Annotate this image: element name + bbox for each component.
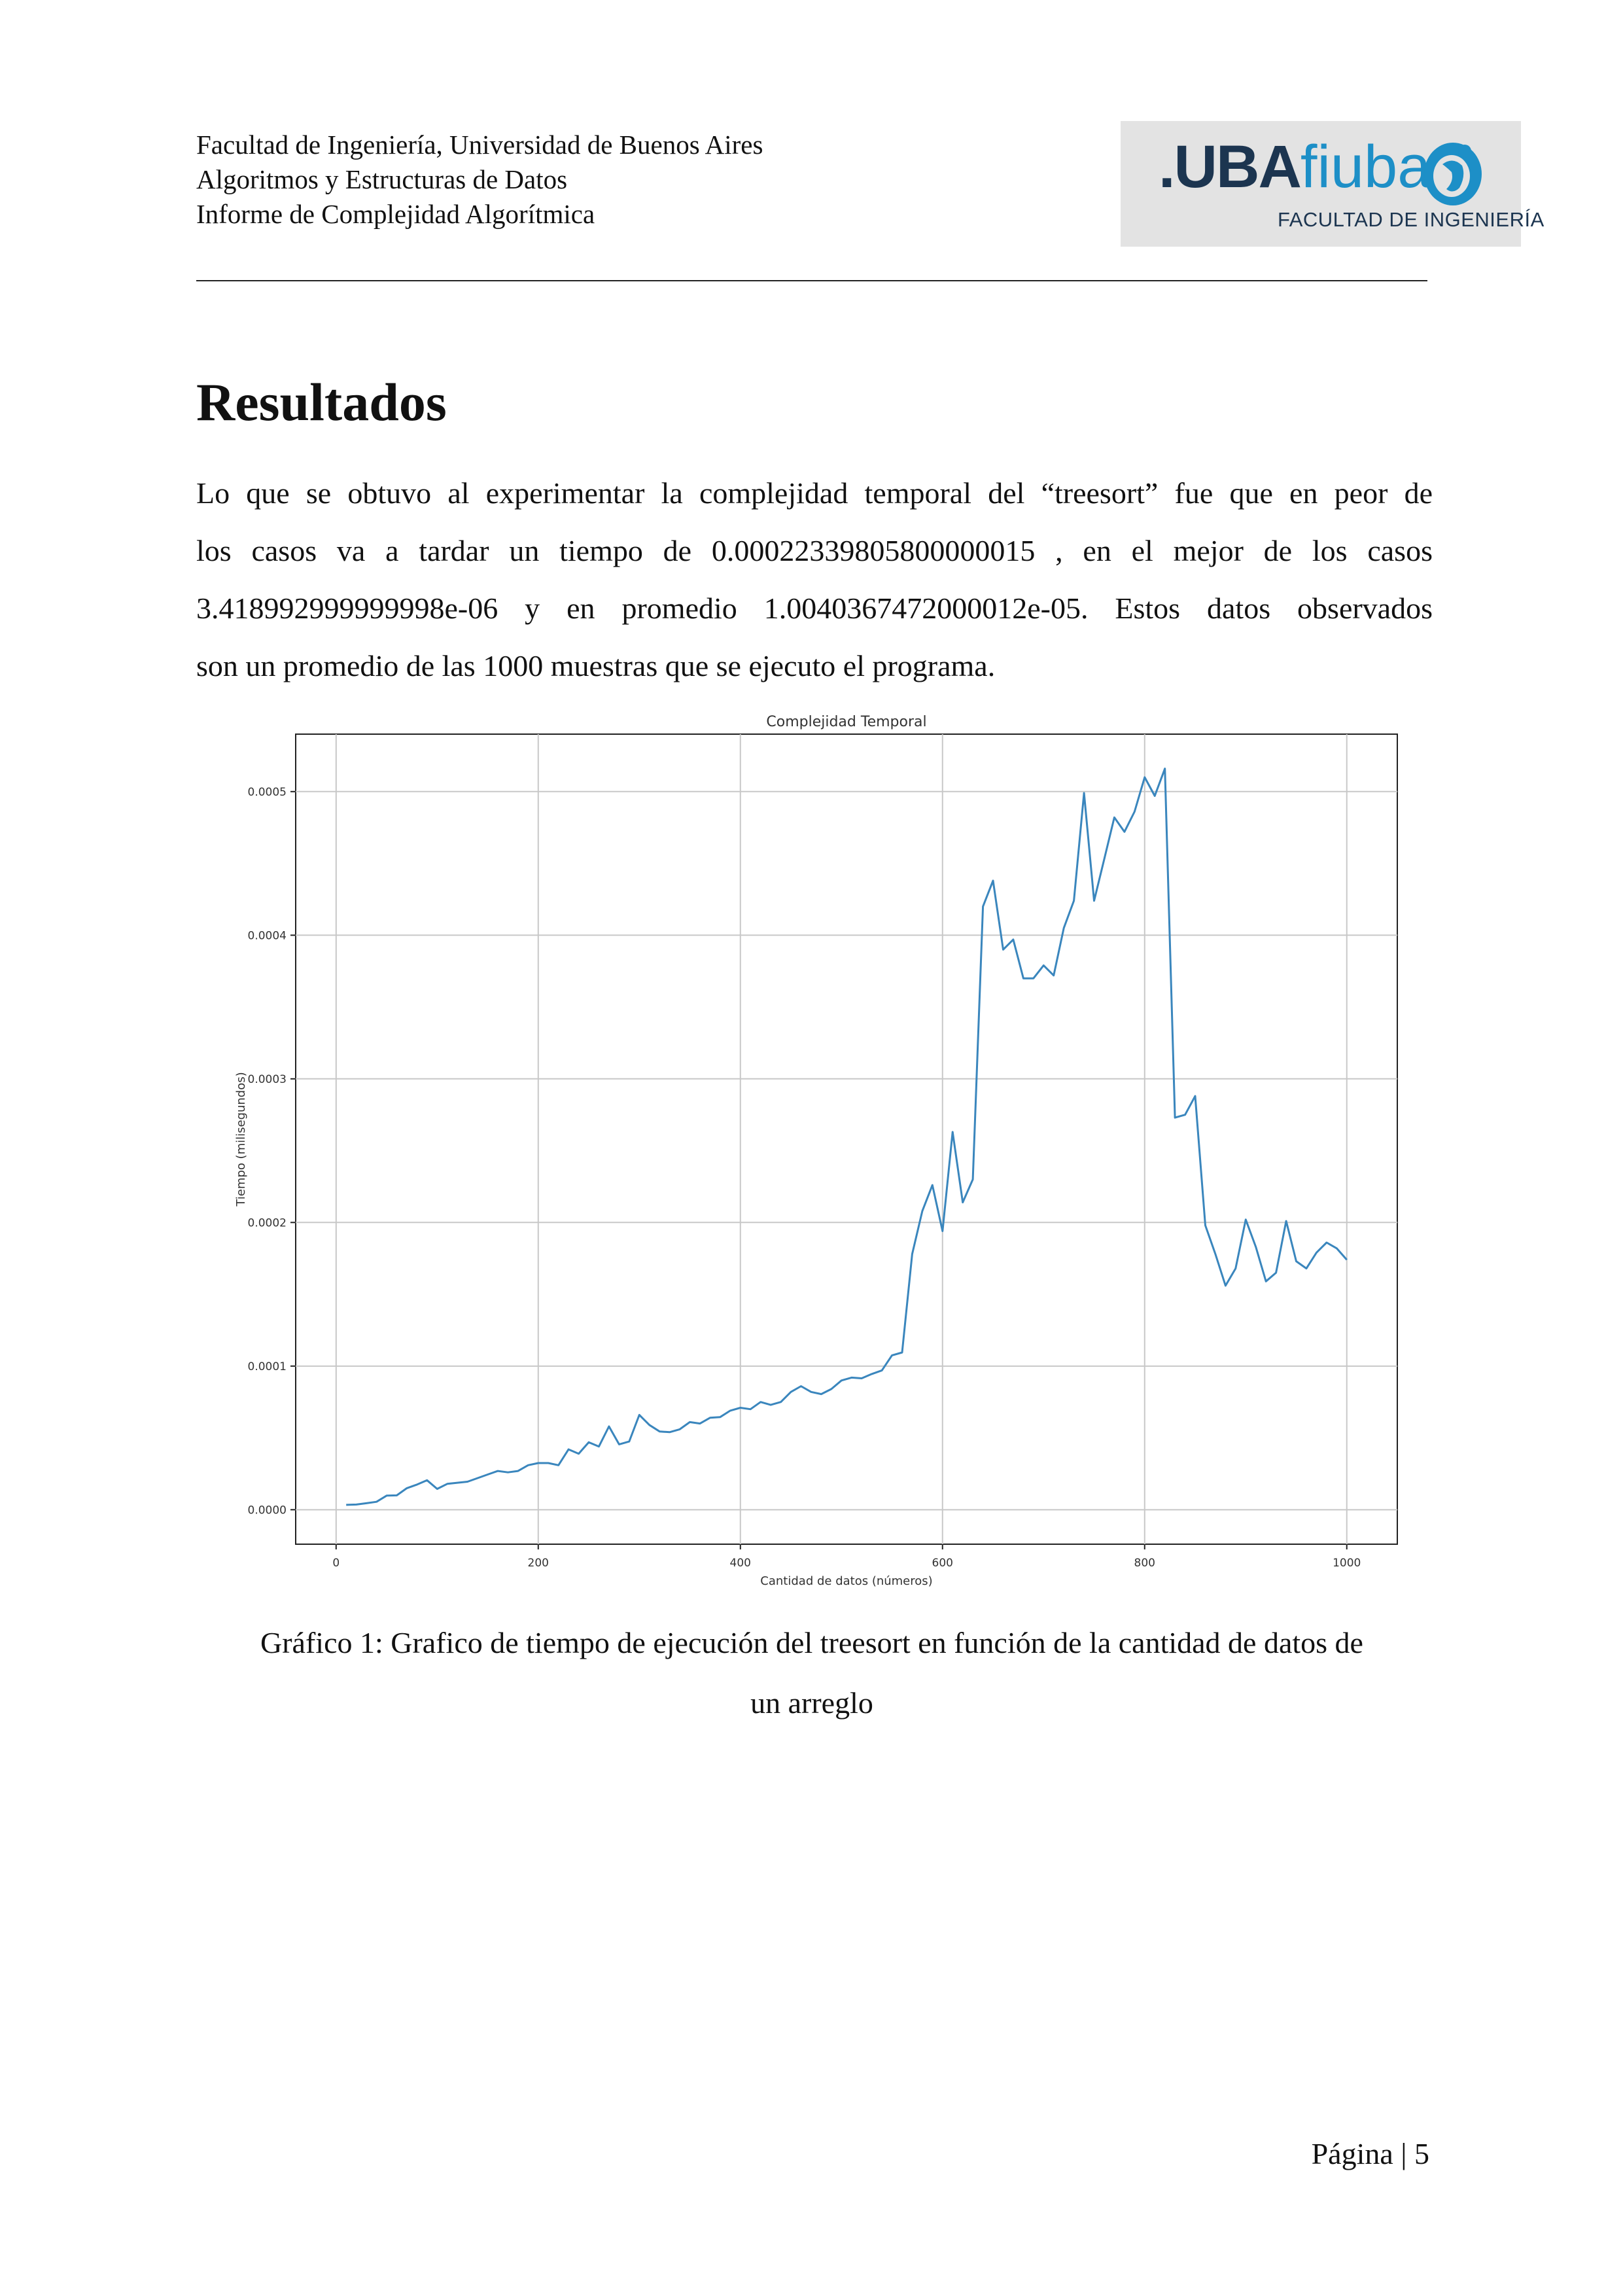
y-tick-label: 0.0005 [248,786,287,799]
y-tick-label: 0.0003 [248,1073,287,1086]
x-tick-label: 1000 [1333,1557,1361,1570]
running-header: Facultad de Ingeniería, Universidad de B… [196,128,763,232]
x-tick-label: 600 [932,1557,953,1570]
x-tick-label: 400 [730,1557,751,1570]
y-tick-label: 0.0001 [248,1360,287,1373]
x-tick-label: 200 [528,1557,549,1570]
axis-ticks: 0 200 400 600 800 1000 0.0000 0.0001 0.0002 0.000… [248,786,1361,1570]
y-tick-label: 0.0004 [248,929,287,942]
logo-uba-text: .UBA [1159,133,1302,200]
header-university: Facultad de Ingeniería, Universidad de B… [196,130,763,160]
figure-caption: Gráfico 1: Grafico de tiempo de ejecució… [196,1613,1427,1733]
plot-area [295,733,1398,1545]
caption-line: un arreglo [750,1686,873,1720]
x-tick-label: 800 [1134,1557,1155,1570]
paragraph-line: 3.418992999999998e-06 y en promedio 1.00… [196,592,1433,625]
header-course: Algoritmos y Estructuras de Datos [196,164,568,194]
results-paragraph: Lo que se obtuvo al experimentar la comp… [196,465,1433,695]
x-axis-label: Cantidad de datos (números) [760,1574,932,1588]
series-line [346,768,1348,1506]
chart-title: Complejidad Temporal [766,714,926,730]
x-tick-label: 0 [332,1557,340,1570]
paragraph-line: son un promedio de las 1000 muestras que… [196,649,996,682]
gridlines [296,734,1397,1544]
complexity-line-chart: 0 200 400 600 800 1000 0.0000 0.0001 0.0002 0.000… [234,714,1398,1588]
logo-wordmark: .UBAfiuba [1159,134,1431,200]
page-number: Página | 5 [1311,2137,1429,2170]
y-tick-label: 0.0000 [248,1504,287,1517]
header-report-title: Informe de Complejidad Algorítmica [196,199,595,229]
logo-fiuba-text: fiuba [1300,133,1431,200]
fiuba-emblem-icon [1424,143,1482,205]
header-divider [196,280,1427,281]
caption-line: Gráfico 1: Grafico de tiempo de ejecució… [260,1626,1363,1659]
y-tick-label: 0.0002 [248,1216,287,1229]
logo-subtitle: FACULTAD DE INGENIERÍA [1278,208,1544,231]
paragraph-line: Lo que se obtuvo al experimentar la comp… [196,476,1433,510]
uba-fiuba-logo: .UBAfiuba FACULTAD DE INGENIERÍA [1121,121,1544,247]
y-axis-label: Tiempo (milisegundos) [234,1072,248,1207]
paragraph-line: los casos va a tardar un tiempo de 0.000… [196,534,1433,567]
section-title: Resultados [196,372,447,432]
